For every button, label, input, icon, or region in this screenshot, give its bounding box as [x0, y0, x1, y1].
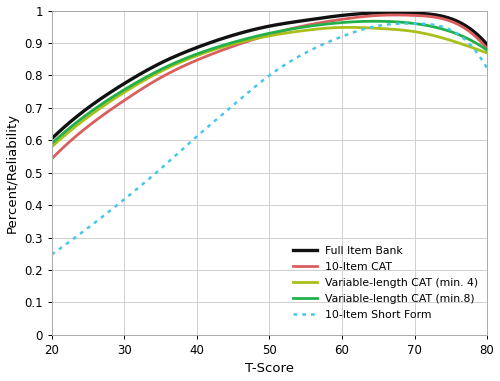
10-Item Short Form — [49, 252, 55, 257]
10-Item Short Form — [256, 82, 262, 86]
Variable-length CAT (min.8) — [372, 19, 378, 24]
Full Item Bank — [256, 26, 262, 31]
10-Item Short Form — [284, 61, 290, 66]
10-Item CAT — [308, 22, 314, 27]
Variable-length CAT (min.8) — [284, 27, 290, 32]
Line: 10-Item Short Form: 10-Item Short Form — [52, 24, 487, 255]
10-Item CAT — [392, 13, 398, 17]
Variable-length CAT (min.8) — [406, 21, 412, 25]
Variable-length CAT (min.8) — [484, 48, 490, 53]
Variable-length CAT (min. 4) — [49, 144, 55, 149]
Variable-length CAT (min.8) — [256, 34, 262, 38]
10-Item Short Form — [408, 21, 414, 26]
Full Item Bank — [388, 10, 394, 15]
Full Item Bank — [258, 26, 264, 30]
X-axis label: T-Score: T-Score — [245, 362, 294, 375]
Variable-length CAT (min. 4) — [474, 47, 480, 52]
10-Item CAT — [258, 35, 264, 39]
10-Item Short Form — [484, 66, 490, 70]
10-Item CAT — [256, 35, 262, 40]
Full Item Bank — [49, 136, 55, 141]
Variable-length CAT (min. 4) — [308, 27, 314, 32]
Variable-length CAT (min. 4) — [258, 35, 264, 40]
10-Item CAT — [284, 27, 290, 32]
Variable-length CAT (min.8) — [49, 141, 55, 146]
Line: Full Item Bank: Full Item Bank — [52, 13, 487, 139]
Full Item Bank — [484, 42, 490, 47]
10-Item Short Form — [258, 80, 264, 84]
10-Item CAT — [406, 13, 412, 18]
Full Item Bank — [406, 11, 412, 15]
Variable-length CAT (min. 4) — [284, 30, 290, 35]
Variable-length CAT (min. 4) — [346, 25, 352, 30]
Variable-length CAT (min.8) — [258, 33, 264, 37]
Full Item Bank — [308, 17, 314, 22]
Line: Variable-length CAT (min.8): Variable-length CAT (min.8) — [52, 21, 487, 144]
10-Item Short Form — [308, 48, 314, 52]
Variable-length CAT (min. 4) — [406, 29, 412, 33]
Variable-length CAT (min. 4) — [484, 51, 490, 55]
Y-axis label: Percent/Reliability: Percent/Reliability — [6, 113, 18, 233]
Variable-length CAT (min.8) — [474, 42, 480, 46]
Line: 10-Item CAT: 10-Item CAT — [52, 15, 487, 159]
Legend: Full Item Bank, 10-Item CAT, Variable-length CAT (min. 4), Variable-length CAT (: Full Item Bank, 10-Item CAT, Variable-le… — [290, 243, 482, 323]
Variable-length CAT (min.8) — [308, 24, 314, 28]
10-Item Short Form — [474, 51, 480, 56]
Full Item Bank — [284, 21, 290, 25]
10-Item CAT — [484, 46, 490, 51]
10-Item CAT — [474, 36, 480, 41]
Line: Variable-length CAT (min. 4): Variable-length CAT (min. 4) — [52, 27, 487, 147]
10-Item Short Form — [406, 21, 411, 26]
Full Item Bank — [474, 32, 480, 37]
Variable-length CAT (min. 4) — [256, 36, 262, 40]
10-Item CAT — [49, 157, 55, 161]
